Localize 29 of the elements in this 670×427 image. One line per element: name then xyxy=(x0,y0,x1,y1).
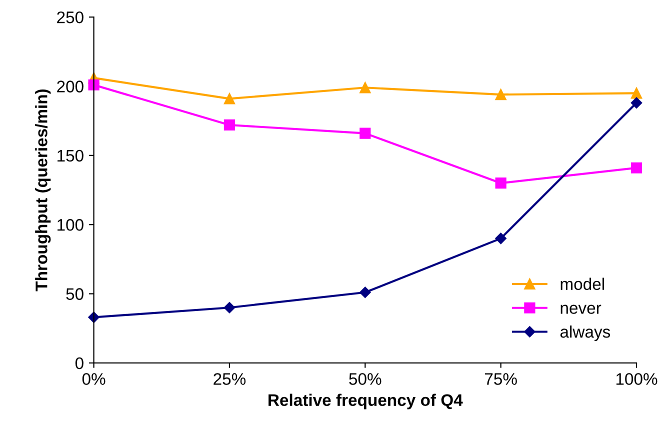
point xyxy=(495,89,506,100)
x-tick-label: 100% xyxy=(616,373,658,385)
point xyxy=(630,162,642,174)
point xyxy=(360,128,371,139)
y-tick-label: 50 xyxy=(66,288,84,300)
point xyxy=(630,97,642,108)
point xyxy=(360,286,371,298)
point xyxy=(88,79,100,90)
point xyxy=(224,93,236,104)
point xyxy=(224,302,236,314)
y-tick-label: 200 xyxy=(57,80,84,92)
point xyxy=(495,232,506,244)
x-tick-label: 75% xyxy=(485,373,517,385)
x-axis-title: Relative frequency of Q4 xyxy=(268,394,463,410)
y-tick-label: 0 xyxy=(75,357,84,370)
x-tick-label: 0% xyxy=(82,373,106,385)
point xyxy=(630,88,642,99)
legend-label: never xyxy=(560,304,602,314)
y-tick-label: 250 xyxy=(57,11,84,24)
x-tick-label: 25% xyxy=(214,373,246,385)
point xyxy=(495,178,506,189)
point xyxy=(224,119,236,131)
x-tick-label: 50% xyxy=(349,373,382,385)
y-tick-label: 150 xyxy=(58,150,84,162)
legend-label: model xyxy=(560,278,604,290)
legend-label: always xyxy=(560,325,610,342)
y-axis-title: Throughput (queries/min) xyxy=(35,89,51,292)
point xyxy=(360,82,371,94)
y-tick-label: 100 xyxy=(58,219,84,231)
